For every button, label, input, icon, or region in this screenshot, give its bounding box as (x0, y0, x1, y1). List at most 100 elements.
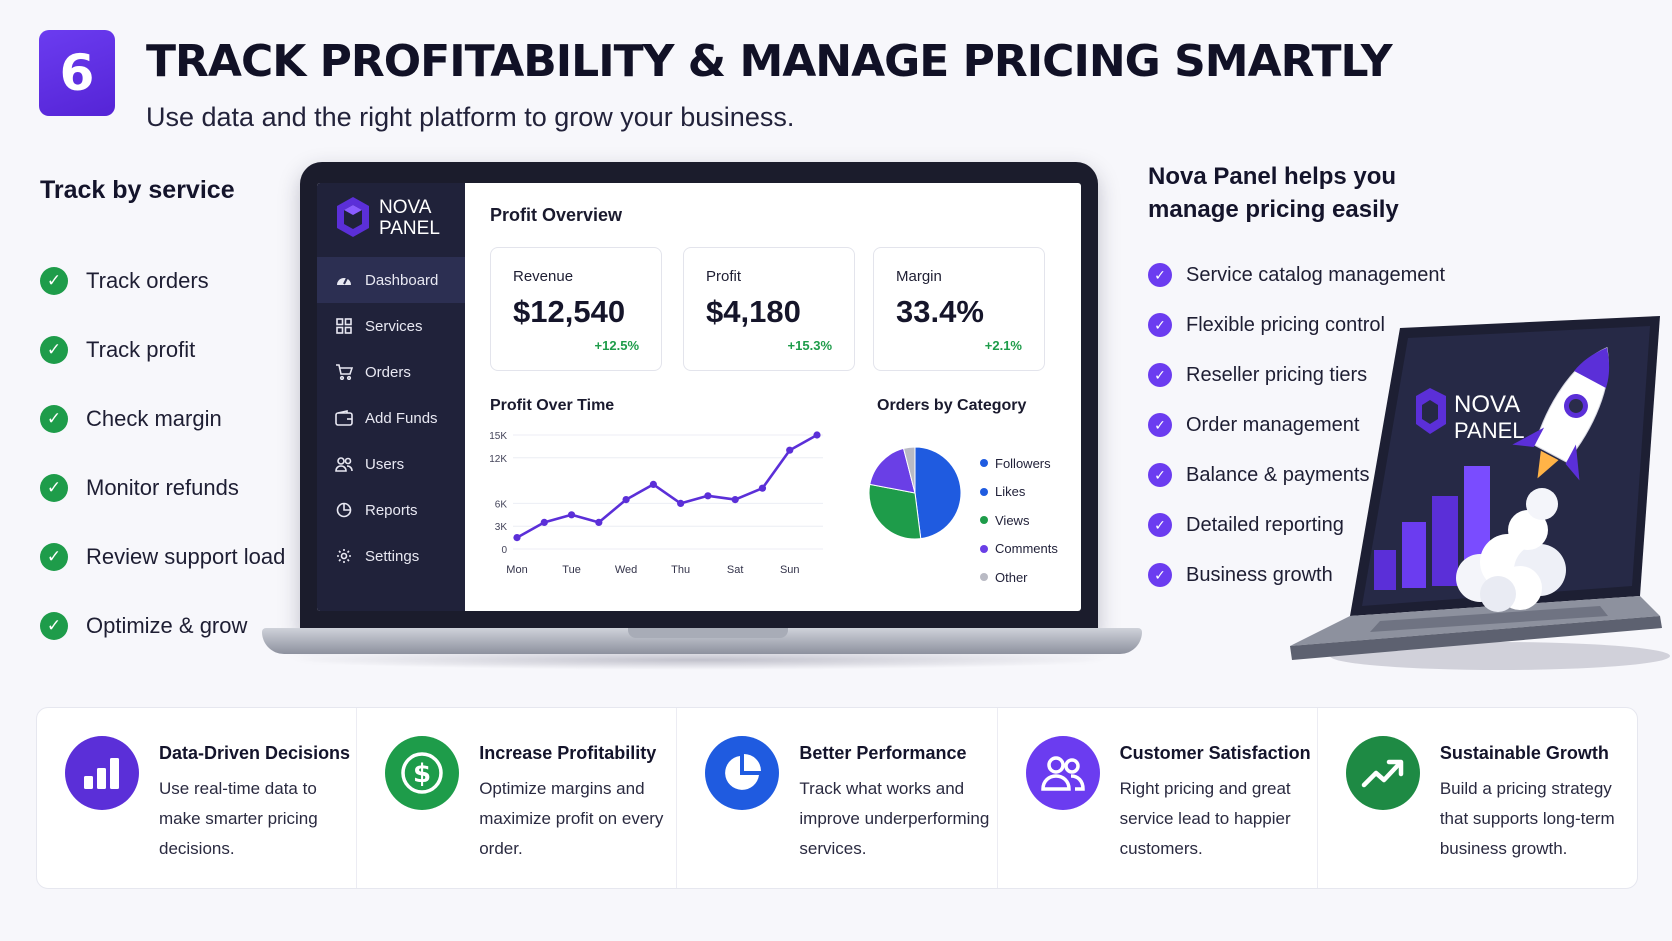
track-item: ✓ Optimize & grow (40, 591, 285, 660)
kpi-label: Margin (896, 268, 942, 285)
track-item-label: Track orders (86, 267, 209, 293)
kpi-value: $12,540 (513, 294, 626, 329)
pie-slice-comments (869, 447, 916, 494)
dollar-icon: $ (385, 736, 460, 810)
x-tick-label: Sun (780, 564, 800, 576)
check-circle-icon: ✓ (40, 611, 68, 640)
kpi-change: +12.5% (594, 338, 639, 353)
pie-chart-title: Orders by Category (877, 397, 1027, 414)
feature-item-label: Business growth (1186, 563, 1333, 586)
legend-label: Likes (995, 484, 1026, 500)
track-item: ✓ Monitor refunds (40, 453, 285, 522)
kpi-card-revenue: Revenue $12,540 +12.5% (490, 247, 662, 371)
step-number: 6 (59, 44, 95, 102)
pie-icon (335, 501, 353, 519)
profit-series-line (516, 433, 818, 539)
data-point (567, 511, 576, 519)
check-circle-icon: ✓ (1148, 313, 1172, 337)
benefit-text: Right pricing and great service lead to … (1119, 779, 1291, 858)
feature-item-label: Flexible pricing control (1186, 313, 1385, 336)
profit-over-time-chart: 0 3K 6K 12K 15K Mon Tue Wed Thu Sat Sun (489, 431, 823, 576)
step-badge: 6 (39, 30, 115, 116)
legend-dot (980, 516, 988, 525)
benefit-text: Build a pricing strategy that supports l… (1439, 779, 1615, 858)
data-point (786, 446, 794, 454)
kpi-value: 33.4% (896, 294, 984, 329)
pie-icon (705, 736, 780, 810)
kpi-card-profit: Profit $4,180 +15.3% (683, 247, 855, 371)
benefit-card: $ Increase Profitability Optimize margin… (357, 708, 678, 888)
benefit-text: Optimize margins and maximize profit on … (479, 779, 664, 858)
check-circle-icon: ✓ (40, 542, 68, 571)
feature-item-label: Service catalog management (1186, 263, 1446, 286)
data-point (622, 496, 630, 504)
legend-dot (980, 544, 988, 553)
check-circle-icon: ✓ (40, 266, 68, 295)
benefit-title: Increase Profitability (479, 743, 657, 763)
check-circle-icon: ✓ (1148, 363, 1172, 387)
legend-item: Followers (980, 449, 1058, 478)
sidebar-item-orders[interactable]: Orders (317, 349, 465, 395)
legend-label: Other (995, 569, 1028, 585)
legend-item: Other (980, 563, 1058, 592)
feature-item: ✓ Business growth (1148, 550, 1445, 600)
sidebar-item-label: Services (365, 317, 423, 335)
y-tick-label: 0 (501, 545, 507, 556)
check-circle-icon: ✓ (1148, 463, 1172, 487)
page-title: TRACK PROFITABILITY & MANAGE PRICING SMA… (146, 36, 1393, 87)
feature-item-label: Balance & payments (1186, 463, 1370, 486)
sidebar-item-add-funds[interactable]: Add Funds (317, 395, 465, 441)
sidebar-item-settings[interactable]: Settings (317, 533, 465, 579)
pie-slice-other (902, 446, 916, 494)
sidebar-item-users[interactable]: Users (317, 441, 465, 487)
check-circle-icon: ✓ (1148, 263, 1172, 287)
nova-panel-heading: Nova Panel helps you manage pricing easi… (1148, 163, 1399, 223)
legend-item: Comments (980, 535, 1058, 564)
track-item-label: Optimize & grow (86, 612, 248, 638)
legend-dot (980, 573, 988, 582)
feature-list: ✓ Service catalog management ✓ Flexible pr… (1148, 250, 1445, 600)
legend-label: Comments (995, 541, 1058, 557)
legend-dot (980, 487, 988, 496)
legend-item: Views (980, 506, 1058, 535)
data-point (513, 534, 521, 542)
feature-item-label: Order management (1186, 413, 1360, 436)
data-point (758, 484, 767, 492)
track-item: ✓ Track profit (40, 315, 285, 384)
users-icon (1025, 736, 1100, 810)
data-point (595, 518, 603, 526)
check-circle-icon: ✓ (40, 404, 68, 433)
sidebar-nav: Dashboard Services Orders Add Funds User… (317, 257, 465, 579)
brand-line-2: PANEL (379, 218, 440, 239)
feature-item: ✓ Reseller pricing tiers (1148, 350, 1445, 400)
users-icon (335, 455, 353, 473)
benefit-title: Data-Driven Decisions (159, 743, 351, 763)
dashboard-screen: NOVA PANEL Dashboard Services Orders Add… (317, 183, 1081, 611)
gauge-icon (335, 271, 353, 289)
sidebar-item-label: Dashboard (365, 271, 439, 289)
sidebar-item-services[interactable]: Services (317, 303, 465, 349)
sidebar-item-dashboard[interactable]: Dashboard (317, 257, 465, 303)
benefit-card: Better Performance Track what works and … (677, 708, 998, 888)
brand-line-1: NOVA (379, 197, 432, 218)
x-tick-label: Wed (615, 564, 637, 576)
sidebar-item-label: Reports (365, 501, 418, 519)
pie-legend: Followers Likes Views Comments Other (980, 449, 1058, 592)
x-tick-label: Tue (562, 564, 581, 576)
dashboard-sidebar: NOVA PANEL Dashboard Services Orders Add… (317, 183, 465, 611)
legend-label: Views (995, 512, 1030, 528)
track-item: ✓ Track orders (40, 246, 285, 315)
x-tick-label: Sat (727, 564, 744, 576)
sidebar-item-reports[interactable]: Reports (317, 487, 465, 533)
track-by-service-heading: Track by service (40, 176, 235, 204)
track-item-label: Review support load (86, 543, 286, 569)
kpi-change: +2.1% (984, 338, 1022, 353)
grid-icon (335, 317, 353, 335)
svg-text:$: $ (413, 759, 431, 789)
benefit-text: Track what works and improve underperfor… (799, 779, 990, 858)
benefit-title: Sustainable Growth (1439, 743, 1609, 763)
data-point (540, 518, 548, 526)
x-tick-label: Thu (671, 564, 690, 576)
bar-chart-icon (65, 736, 139, 810)
check-circle-icon: ✓ (1148, 513, 1172, 537)
